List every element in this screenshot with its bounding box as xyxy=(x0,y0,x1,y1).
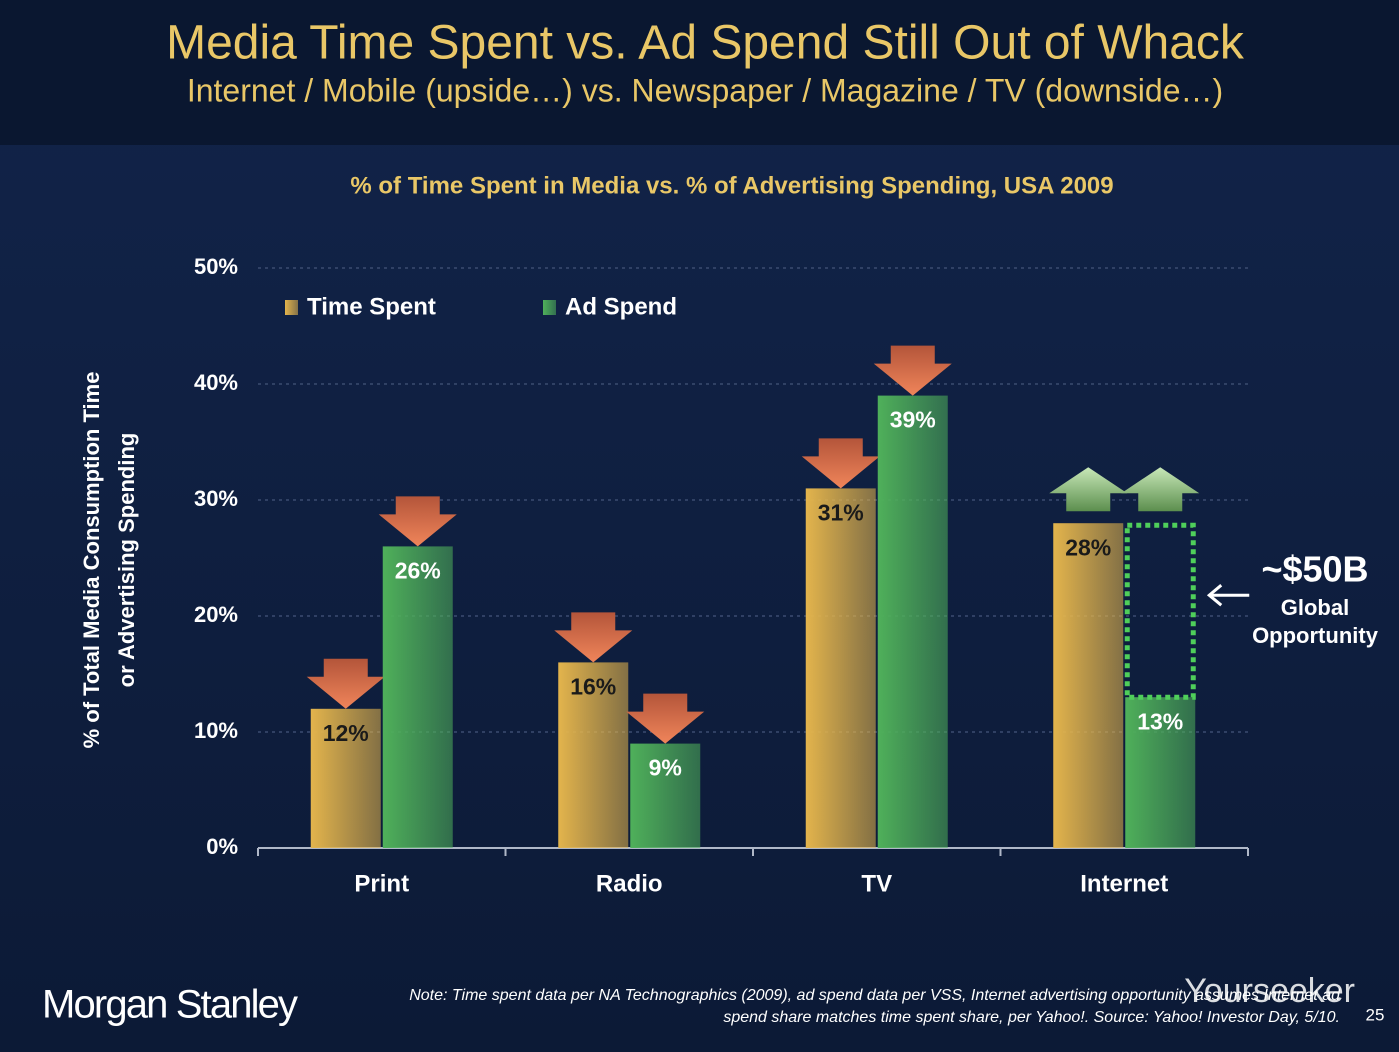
annotation-label: Opportunity xyxy=(1252,623,1379,648)
y-tick-label: 30% xyxy=(194,486,238,511)
x-tick-label: Internet xyxy=(1080,870,1168,897)
trend-arrow xyxy=(1121,467,1200,512)
x-tick-label: Radio xyxy=(596,870,663,897)
y-tick-label: 40% xyxy=(194,370,238,395)
page-number: 25 xyxy=(1366,1005,1385,1024)
bar xyxy=(558,662,629,848)
y-tick-label: 20% xyxy=(194,602,238,627)
header-band xyxy=(0,0,1399,145)
x-tick-label: TV xyxy=(861,870,892,897)
bar xyxy=(382,546,453,848)
watermark: Yourseeker xyxy=(1184,972,1355,1010)
y-tick-label: 10% xyxy=(194,718,238,743)
trend-arrow xyxy=(801,438,880,489)
value-label: 16% xyxy=(570,673,616,699)
value-label: 13% xyxy=(1137,708,1183,734)
value-label: 9% xyxy=(649,755,682,781)
trend-arrow xyxy=(1049,467,1128,512)
slide-title: Media Time Spent vs. Ad Spend Still Out … xyxy=(166,17,1245,70)
bar xyxy=(1125,697,1196,848)
bar xyxy=(630,743,701,848)
footnote: Note: Time spent data per NA Technograph… xyxy=(409,987,1341,1004)
value-label: 39% xyxy=(890,407,936,433)
trend-arrow xyxy=(626,693,705,744)
value-label: 31% xyxy=(818,499,864,525)
trend-arrow xyxy=(873,345,952,396)
bar xyxy=(1053,523,1124,848)
y-axis-label: or Advertising Spending xyxy=(114,433,139,688)
slide-subtitle: Internet / Mobile (upside…) vs. Newspape… xyxy=(187,72,1223,108)
value-label: 28% xyxy=(1065,534,1111,560)
legend-label: Time Spent xyxy=(307,293,436,320)
trend-arrow xyxy=(554,612,633,663)
legend-label: Ad Spend xyxy=(565,293,677,320)
x-tick-label: Print xyxy=(354,870,409,897)
value-label: 12% xyxy=(323,720,369,746)
trend-arrow xyxy=(306,658,385,709)
y-tick-label: 50% xyxy=(194,254,238,279)
legend-swatch xyxy=(285,300,298,315)
trend-arrow xyxy=(378,496,457,547)
y-axis-label: % of Total Media Consumption Time xyxy=(79,372,104,749)
bar xyxy=(877,395,948,848)
annotation-value: ~$50B xyxy=(1261,549,1368,590)
legend-swatch xyxy=(543,300,556,315)
footnote: spend share matches time spent share, pe… xyxy=(723,1009,1340,1026)
chart-title: % of Time Spent in Media vs. % of Advert… xyxy=(350,172,1113,199)
bar xyxy=(805,488,876,848)
brand: Morgan Stanley xyxy=(42,983,298,1027)
annotation-arrow-head xyxy=(1206,584,1223,607)
annotation-label: Global xyxy=(1281,595,1349,620)
opportunity-gap xyxy=(1124,522,1196,700)
bar xyxy=(310,708,381,848)
y-tick-label: 0% xyxy=(206,834,238,859)
value-label: 26% xyxy=(395,557,441,583)
